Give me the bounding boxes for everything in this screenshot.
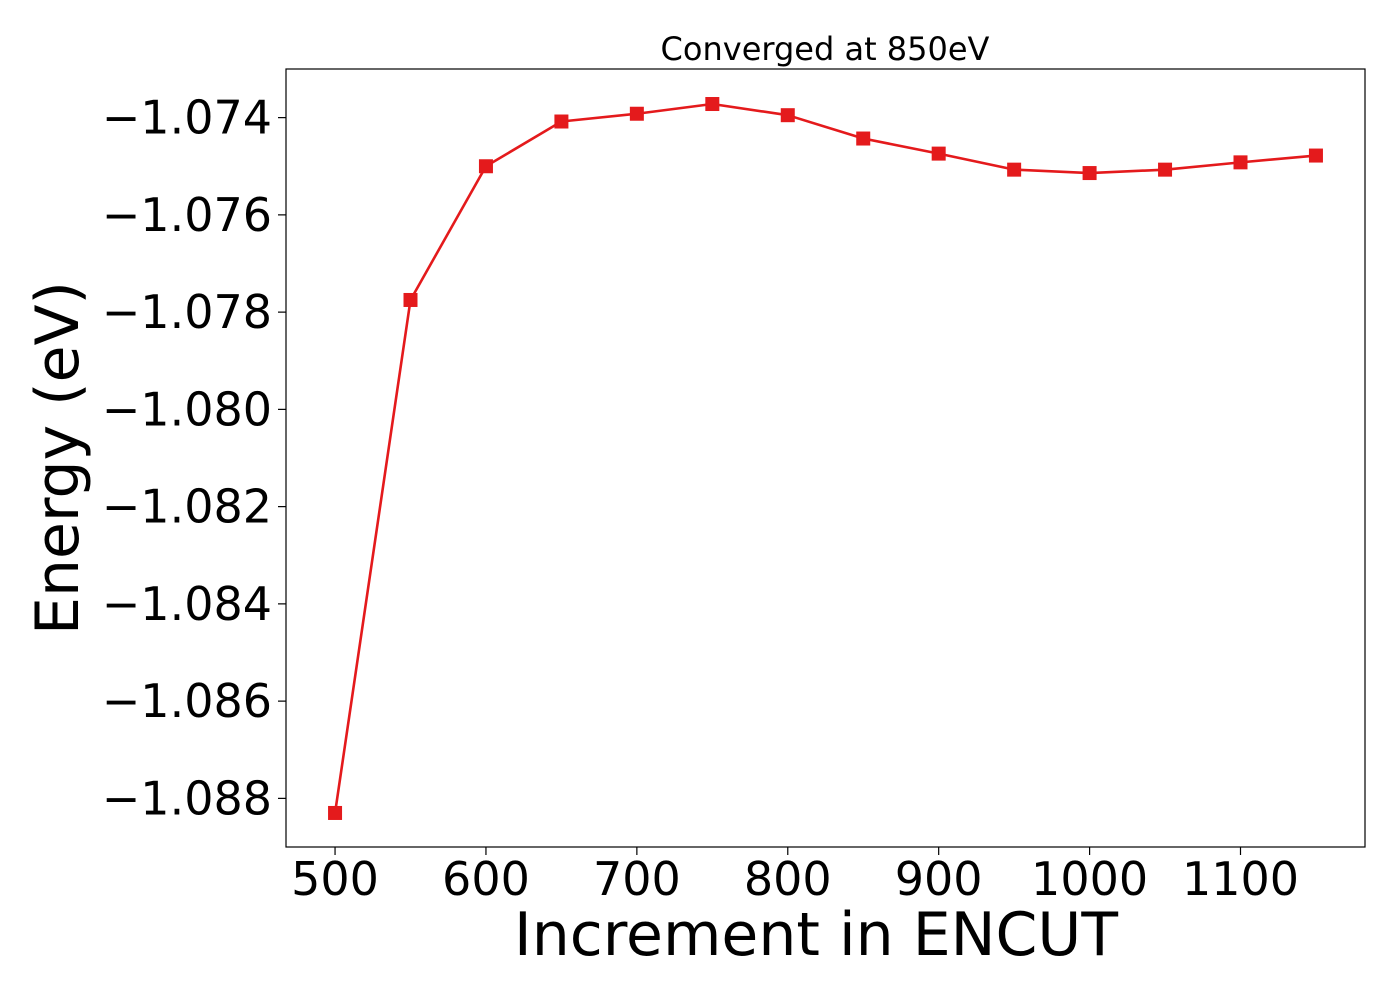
series-line — [333, 102, 1317, 814]
data-point — [1158, 162, 1173, 177]
data-point — [1082, 166, 1097, 181]
data-point — [554, 114, 569, 129]
data-point — [931, 146, 946, 161]
x-tick-label: 700 — [593, 852, 681, 906]
x-tick-label: 1100 — [1182, 852, 1299, 906]
y-tick-label: −1.080 — [102, 382, 272, 436]
data-point — [1233, 155, 1248, 170]
data-point — [856, 131, 871, 146]
y-tick-label: −1.088 — [102, 771, 272, 825]
chart-title: Converged at 850eV — [661, 30, 990, 68]
data-point — [1007, 162, 1022, 177]
series-group — [328, 97, 1323, 820]
data-point — [403, 292, 418, 307]
y-tick-label: −1.086 — [102, 674, 272, 728]
x-axis-ticks: 500 600 700 800 900 1000 1100 — [291, 847, 1299, 906]
y-tick-label: −1.074 — [102, 91, 272, 145]
data-point — [328, 805, 343, 820]
y-tick-label: −1.078 — [102, 285, 272, 339]
x-tick-label: 600 — [442, 852, 530, 906]
y-tick-label: −1.084 — [102, 577, 272, 631]
data-point — [705, 97, 720, 112]
y-axis-ticks: −1.074 −1.076 −1.078 −1.080 −1.082 −1.084 −1.0… — [102, 91, 286, 825]
y-tick-label: −1.076 — [102, 188, 272, 242]
data-point — [1308, 148, 1323, 163]
plot-area — [285, 68, 1366, 848]
x-tick-label: 500 — [291, 852, 379, 906]
x-axis-label: Increment in ENCUT — [514, 900, 1118, 970]
y-axis-label: Energy (eV) — [23, 281, 93, 635]
y-tick-label: −1.082 — [102, 480, 272, 534]
x-tick-label: 900 — [895, 852, 983, 906]
data-point — [478, 159, 493, 174]
x-tick-label: 800 — [744, 852, 832, 906]
data-point — [629, 106, 644, 121]
data-point — [780, 108, 795, 123]
x-tick-label: 1000 — [1031, 852, 1148, 906]
